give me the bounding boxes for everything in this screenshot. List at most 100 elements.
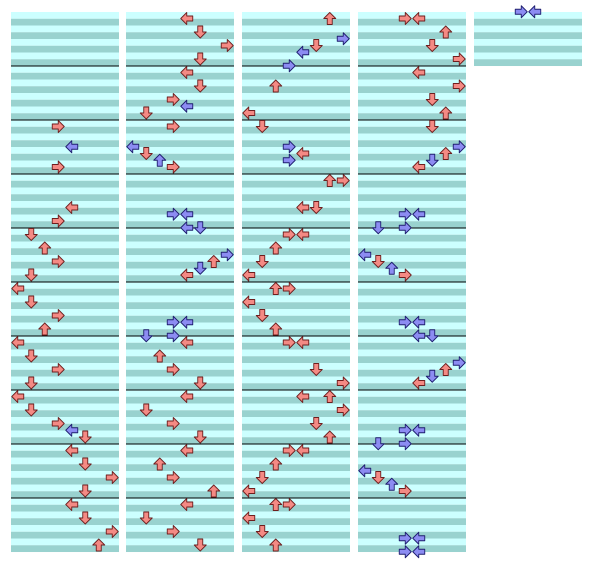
beat-stripe: [11, 268, 119, 276]
beat-stripe: [358, 133, 466, 141]
beat-stripe: [126, 207, 234, 215]
arrow-note: [180, 390, 194, 403]
arrow-note: [255, 309, 269, 322]
beat-stripe: [11, 241, 119, 249]
arrow-note: [166, 525, 180, 538]
beat-stripe: [11, 545, 119, 553]
arrow-note: [309, 363, 323, 376]
beat-stripe: [126, 356, 234, 364]
arrow-note: [439, 106, 453, 120]
beat-stripe: [358, 423, 466, 431]
arrow-note: [220, 39, 234, 52]
beat-stripe: [358, 106, 466, 114]
beat-stripe: [11, 174, 119, 181]
chart-column: [242, 12, 350, 553]
beat-stripe: [126, 275, 234, 283]
arrow-note: [180, 315, 194, 329]
arrow-note: [296, 201, 310, 214]
arrow-note: [11, 336, 25, 349]
beat-stripe: [242, 93, 350, 100]
arrow-note: [398, 221, 412, 235]
arrow-note: [193, 52, 207, 66]
beat-stripe: [242, 45, 350, 53]
beat-stripe: [11, 221, 119, 229]
chart-column: [126, 12, 234, 553]
arrow-note: [296, 336, 310, 349]
beat-stripe: [11, 147, 119, 154]
arrow-note: [412, 329, 426, 343]
beat-stripe: [358, 140, 466, 148]
beat-stripe: [11, 349, 119, 357]
beat-stripe: [242, 295, 350, 303]
arrow-note: [193, 430, 207, 444]
arrow-note: [242, 484, 256, 498]
arrow-note: [452, 356, 466, 370]
beat-stripe: [242, 383, 350, 391]
beat-stripe: [126, 383, 234, 391]
beat-stripe: [11, 390, 119, 397]
arrow-note: [514, 5, 528, 19]
beat-stripe: [126, 234, 234, 242]
beat-stripe: [126, 322, 234, 330]
beat-stripe: [358, 147, 466, 154]
beat-stripe: [242, 309, 350, 316]
beat-stripe: [358, 545, 466, 553]
beat-stripe: [358, 32, 466, 40]
beat-stripe: [126, 511, 234, 519]
beat-stripe: [11, 410, 119, 418]
beat-stripe: [242, 315, 350, 323]
arrow-note: [269, 498, 283, 511]
arrow-note: [166, 417, 180, 430]
arrow-note: [336, 32, 350, 46]
arrow-note: [336, 174, 350, 187]
arrow-note: [452, 79, 466, 93]
beat-stripe: [358, 369, 466, 377]
beat-stripe: [358, 309, 466, 316]
beat-stripe: [358, 349, 466, 357]
beat-stripe: [242, 120, 350, 127]
beat-stripe: [242, 471, 350, 478]
beat-stripe: [242, 450, 350, 458]
beat-stripe: [11, 12, 119, 19]
beat-stripe: [11, 255, 119, 262]
beat-stripe: [474, 45, 582, 53]
arrow-note: [269, 241, 283, 255]
arrow-note: [242, 511, 256, 525]
arrow-note: [51, 255, 65, 268]
beat-stripe: [358, 531, 466, 539]
beat-stripe: [242, 518, 350, 526]
beat-stripe: [126, 457, 234, 465]
beat-stripe: [126, 167, 234, 175]
beat-stripe: [242, 12, 350, 19]
beat-stripe: [126, 430, 234, 438]
beat-stripe: [11, 99, 119, 107]
beat-stripe: [126, 126, 234, 134]
arrow-note: [439, 25, 453, 39]
beat-stripe: [474, 12, 582, 19]
beat-stripe: [358, 167, 466, 175]
beat-stripe: [474, 25, 582, 33]
arrow-note: [425, 369, 439, 383]
beat-stripe: [11, 207, 119, 215]
beat-stripe: [242, 201, 350, 208]
beat-stripe: [11, 18, 119, 26]
arrow-note: [282, 59, 296, 73]
beat-stripe: [126, 72, 234, 80]
beat-stripe: [358, 241, 466, 249]
beat-stripe: [11, 214, 119, 222]
arrow-note: [282, 140, 296, 154]
beat-stripe: [358, 18, 466, 26]
beat-stripe: [11, 417, 119, 424]
beat-stripe: [126, 336, 234, 343]
arrow-note: [11, 390, 25, 403]
beat-stripe: [126, 302, 234, 310]
beat-stripe: [11, 525, 119, 532]
arrow-note: [92, 538, 106, 552]
beat-stripe: [126, 329, 234, 337]
beat-stripe: [242, 25, 350, 33]
arrow-note: [51, 214, 65, 228]
arrow-note: [398, 315, 412, 329]
beat-stripe: [358, 201, 466, 208]
beat-stripe: [358, 295, 466, 303]
beat-stripe: [242, 72, 350, 80]
